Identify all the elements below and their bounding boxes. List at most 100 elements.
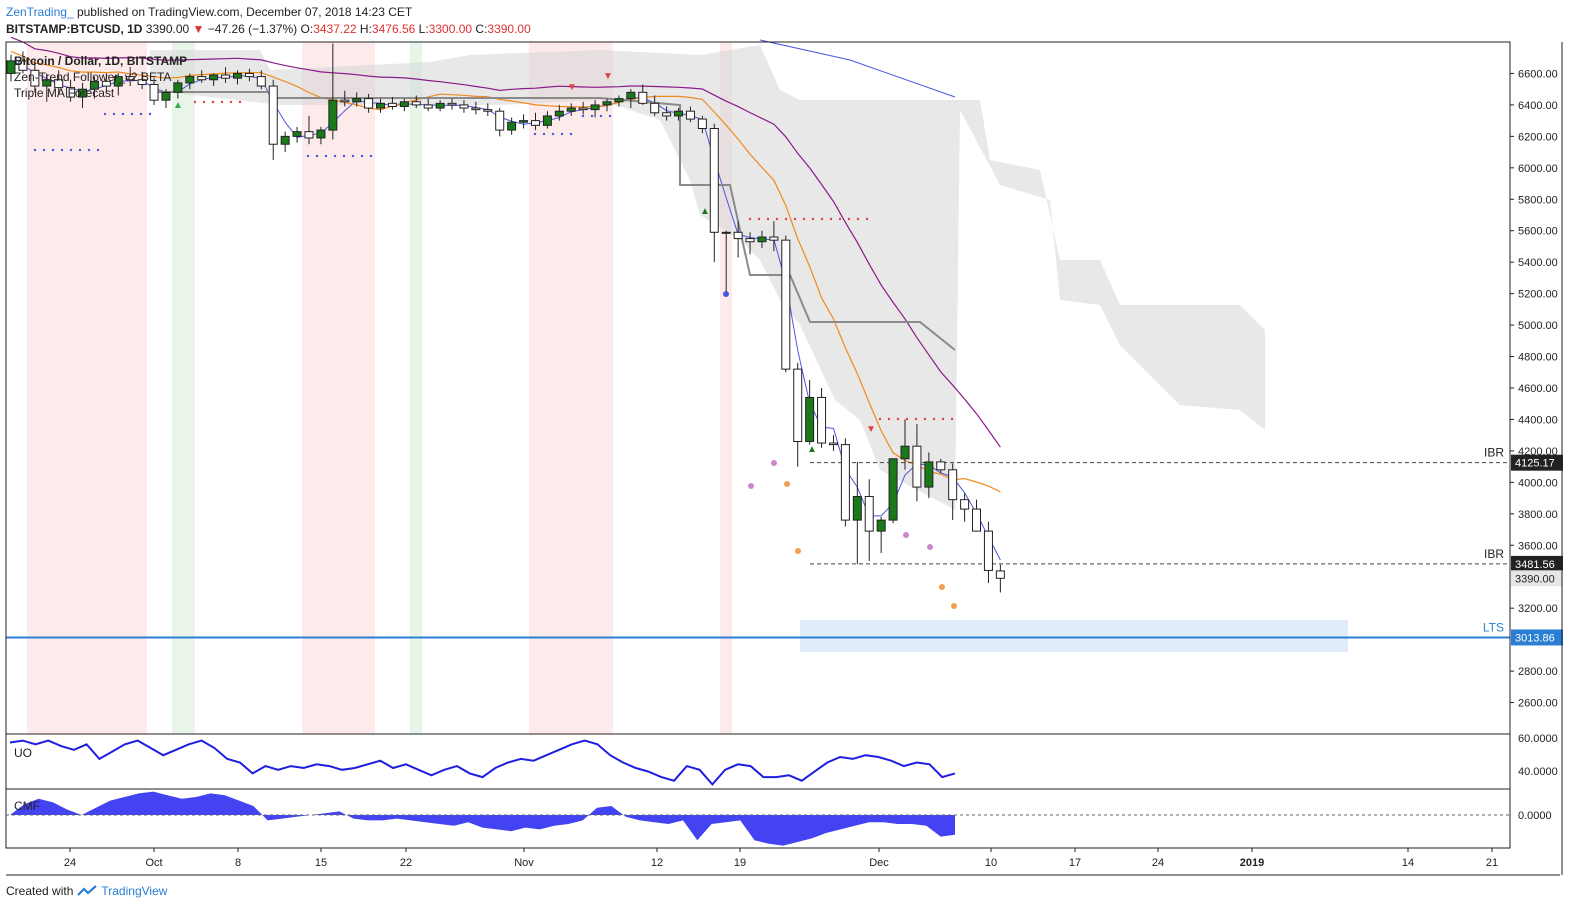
candle-body-48 <box>578 107 588 111</box>
price-tick-label-13: 4000.00 <box>1518 477 1558 489</box>
signal-dot-3 <box>795 548 801 554</box>
tradingview-link[interactable]: TradingView <box>101 884 168 898</box>
candle-body-67 <box>805 396 815 442</box>
candle-body-40 <box>483 109 493 112</box>
close-label: C: <box>475 22 488 36</box>
trail-dot-3 <box>542 132 546 136</box>
uo-line <box>9 739 956 786</box>
candle-body-19 <box>232 72 242 79</box>
candle-body-57 <box>685 110 695 120</box>
chart-header: ZenTrading_ published on TradingView.com… <box>6 4 531 38</box>
uo-tick-label-1: 40.0000 <box>1518 766 1558 778</box>
candle-body-70 <box>840 444 850 521</box>
candle-body-52 <box>626 91 636 100</box>
candle-body-63 <box>757 236 767 243</box>
trail-dot-6 <box>941 417 945 421</box>
candle-body-44 <box>530 120 540 126</box>
x-tick-label-14: 21 <box>1486 857 1498 869</box>
signal-band-0 <box>27 42 147 734</box>
price-tick-label-0: 6600.00 <box>1518 68 1558 80</box>
candle-body-41 <box>495 110 505 131</box>
indicator-uo-label[interactable]: UO <box>14 746 32 760</box>
candle-body-55 <box>662 112 672 117</box>
candle-body-74 <box>888 458 898 521</box>
candle-body-20 <box>244 72 254 78</box>
signal-arrow-icon-0: ▲ <box>173 100 183 111</box>
trail-dot-7 <box>202 100 206 104</box>
candle-body-25 <box>304 131 314 139</box>
trail-dot-4 <box>599 114 603 118</box>
candle-body-78 <box>936 461 946 471</box>
signal-band-2 <box>302 42 375 734</box>
candle-body-17 <box>209 74 219 81</box>
candle-body-65 <box>781 239 791 370</box>
candle-body-32 <box>387 102 397 107</box>
candle-body-79 <box>948 469 958 501</box>
candle-body-51 <box>614 98 624 103</box>
symbol-label[interactable]: BITSTAMP:BTCUSD, 1D <box>6 22 143 36</box>
candle-body-64 <box>769 236 779 241</box>
signal-band-1 <box>172 42 195 734</box>
trail-dot-5 <box>757 217 761 221</box>
indicator-triple-ma[interactable]: Triple MA Forecast <box>14 86 115 100</box>
signal-dot-2 <box>784 481 790 487</box>
candle-body-30 <box>364 98 374 109</box>
level-label-2: LTS <box>1483 620 1504 634</box>
candle-body-66 <box>793 368 803 442</box>
level-label-1: IBR <box>1484 547 1504 561</box>
trail-dot-6 <box>905 417 909 421</box>
trail-dot-3 <box>569 132 573 136</box>
candle-body-58 <box>697 118 707 129</box>
price-tick-label-16: 3200.00 <box>1518 603 1558 615</box>
signal-dot-4 <box>903 532 909 538</box>
price-tick-label-18: 2600.00 <box>1518 698 1558 710</box>
price-tick-label-9: 4800.00 <box>1518 352 1558 364</box>
x-tick-label-7: 19 <box>734 857 746 869</box>
axes: 6600.00 6400.00 6200.00 6000.00 5800.00 5600.… <box>6 42 1563 876</box>
trail-dot-3 <box>551 132 555 136</box>
candle-body-45 <box>542 115 552 126</box>
trail-dot-0 <box>42 148 46 152</box>
candle-body-10 <box>125 76 135 81</box>
indicator-panes <box>5 41 1511 849</box>
chart-title[interactable]: Bitcoin / Dollar, 1D, BITSTAMP <box>14 54 188 68</box>
candle-body-21 <box>256 76 266 87</box>
trail-dot-2 <box>324 154 328 158</box>
trail-dot-3 <box>533 132 537 136</box>
candle-body-38 <box>459 104 469 109</box>
indicator-cmf-label[interactable]: CMF <box>14 799 40 813</box>
trail-dot-5 <box>802 217 806 221</box>
candle-body-24 <box>292 131 302 137</box>
candle-body-68 <box>817 396 827 444</box>
author-link[interactable]: ZenTrading_ <box>6 5 74 19</box>
open-value: 3437.22 <box>313 22 357 36</box>
trail-dot-0 <box>78 148 82 152</box>
signal-band-3 <box>410 42 422 734</box>
x-tick-label-10: 17 <box>1069 857 1081 869</box>
ma-mid-line <box>10 50 1001 493</box>
x-tick-label-3: 15 <box>315 857 327 869</box>
candle-body-34 <box>411 101 421 106</box>
price-tick-label-5: 5600.00 <box>1518 226 1558 238</box>
trail-dot-5 <box>766 217 770 221</box>
trail-dot-5 <box>811 217 815 221</box>
candle-body-28 <box>340 99 350 103</box>
candle-body-33 <box>399 101 409 107</box>
trail-dot-4 <box>590 114 594 118</box>
trail-dot-2 <box>369 154 373 158</box>
x-tick-label-1: Oct <box>145 857 162 869</box>
candle-body-37 <box>447 102 457 106</box>
x-tick-label-6: 12 <box>651 857 663 869</box>
trail-dot-7 <box>220 100 224 104</box>
indicator-zen-trend[interactable]: Zen-Trend Follower_v2 BETA <box>14 70 172 84</box>
signal-band-4 <box>529 42 613 734</box>
last-price-tag <box>1511 570 1563 587</box>
candle-body-46 <box>554 110 564 117</box>
last-price-value: 3390.00 <box>1515 573 1555 585</box>
price-tick-label-8: 5000.00 <box>1518 320 1558 332</box>
signal-dot-6 <box>939 584 945 590</box>
tradingview-logo-icon <box>77 885 98 896</box>
price-tick-label-12: 4200.00 <box>1518 446 1558 458</box>
candle-body-29 <box>352 98 362 103</box>
